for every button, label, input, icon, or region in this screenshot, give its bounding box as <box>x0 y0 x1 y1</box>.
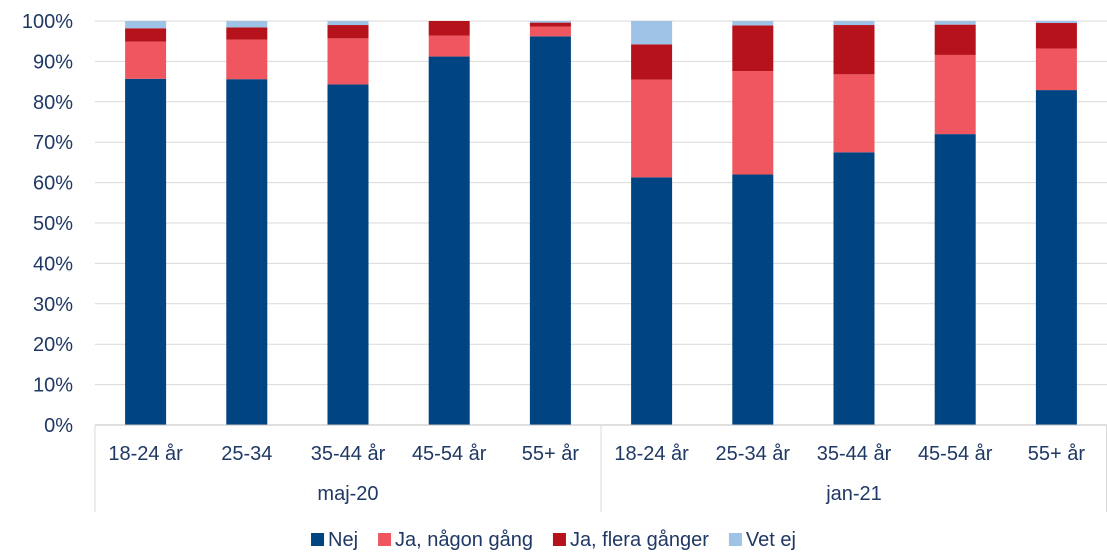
bar-segment <box>631 21 672 44</box>
bar-segment <box>125 28 166 41</box>
x-category-label: 35-44 år <box>817 443 892 465</box>
bar-segment <box>328 84 369 425</box>
x-category-label: 55+ år <box>1028 443 1086 465</box>
bar-segment <box>834 25 875 74</box>
y-tick-label: 30% <box>33 294 73 316</box>
x-group-label: jan-21 <box>825 483 882 505</box>
y-tick-label: 50% <box>33 213 73 235</box>
x-axis: 18-24 år 25-34 35-44 år 45-54 år 55+ år 18-24… <box>95 425 1107 512</box>
bar-segment <box>834 74 875 152</box>
y-tick-label: 0% <box>44 415 73 437</box>
legend-label: Ja, någon gång <box>395 529 533 551</box>
bar-segment <box>530 21 571 23</box>
y-axis-ticks: 0% 10% 20% 30% 40% 50% 60% 70% 80% 90% 100% <box>22 11 73 437</box>
y-tick-label: 20% <box>33 334 73 356</box>
bar-segment <box>429 57 470 425</box>
bar-segment <box>631 44 672 79</box>
y-tick-label: 40% <box>33 253 73 275</box>
x-category-label: 25-34 <box>221 443 272 465</box>
y-tick-label: 10% <box>33 375 73 397</box>
legend: Nej Ja, någon gång Ja, flera gånger Vet ej <box>311 529 796 551</box>
bar-segment <box>935 25 976 55</box>
bar-segment <box>226 40 267 80</box>
bar-segment <box>935 55 976 134</box>
bar-segment <box>226 21 267 27</box>
bar-segment <box>935 21 976 25</box>
legend-swatch <box>553 533 566 546</box>
x-category-label: 18-24 år <box>614 443 689 465</box>
bar-segment <box>834 152 875 425</box>
x-category-label: 45-54 år <box>412 443 487 465</box>
bar-segment <box>429 36 470 57</box>
bar-segment <box>732 175 773 425</box>
bar-segment <box>429 21 470 36</box>
legend-label: Vet ej <box>746 529 796 551</box>
bar-segment <box>1036 48 1077 90</box>
bar-segment <box>732 21 773 25</box>
bar-segment <box>1036 21 1077 23</box>
y-tick-label: 100% <box>22 11 73 33</box>
bar-segment <box>125 42 166 79</box>
bar-segment <box>935 134 976 425</box>
bar-segment <box>1036 23 1077 48</box>
x-group-label: maj-20 <box>317 483 378 505</box>
bar-segment <box>732 71 773 174</box>
x-category-label: 35-44 år <box>311 443 386 465</box>
bar-segment <box>328 25 369 38</box>
bar-segment <box>226 27 267 39</box>
bar-segment <box>530 23 571 27</box>
x-category-label: 45-54 år <box>918 443 993 465</box>
bar-segment <box>530 36 571 425</box>
y-tick-label: 80% <box>33 92 73 114</box>
x-category-label: 18-24 år <box>108 443 183 465</box>
y-tick-label: 70% <box>33 132 73 154</box>
bar-segment <box>732 25 773 71</box>
bar-segment <box>125 79 166 425</box>
bar-segment <box>328 38 369 84</box>
bar-segment <box>631 80 672 178</box>
legend-swatch <box>378 533 391 546</box>
legend-label: Nej <box>328 529 358 551</box>
legend-label: Ja, flera gånger <box>570 529 709 551</box>
y-tick-label: 90% <box>33 51 73 73</box>
bar-segment <box>631 177 672 425</box>
x-category-label: 25-34 år <box>716 443 791 465</box>
legend-swatch <box>729 533 742 546</box>
legend-swatch <box>311 533 324 546</box>
y-tick-label: 60% <box>33 173 73 195</box>
bar-segment <box>226 79 267 425</box>
bar-segment <box>530 27 571 37</box>
bar-segment <box>125 21 166 28</box>
x-category-label: 55+ år <box>522 443 580 465</box>
bar-segment <box>834 21 875 25</box>
bar-segment <box>1036 90 1077 425</box>
bar-segment <box>328 21 369 25</box>
